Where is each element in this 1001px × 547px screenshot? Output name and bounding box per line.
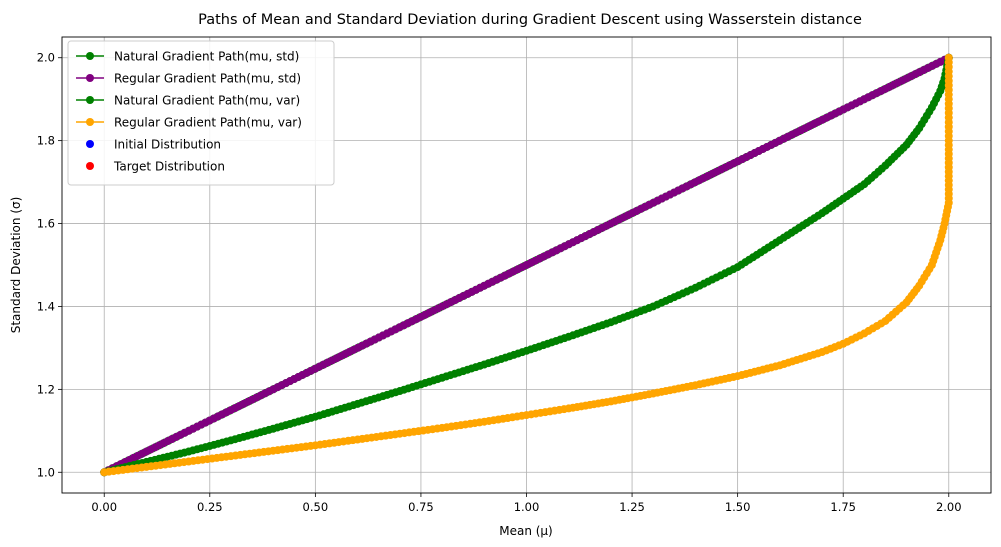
- legend-marker: [86, 96, 94, 104]
- y-tick-label: 1.2: [37, 382, 55, 396]
- legend-item: Natural Gradient Path(mu, var): [76, 94, 300, 108]
- legend-label: Regular Gradient Path(mu, var): [114, 116, 302, 130]
- legend-label: Natural Gradient Path(mu, std): [114, 50, 299, 64]
- x-tick-label: 1.75: [830, 500, 856, 514]
- legend-marker: [86, 74, 94, 82]
- legend-label: Regular Gradient Path(mu, std): [114, 72, 301, 86]
- legend: Natural Gradient Path(mu, std) Regular Gr…: [67, 40, 335, 186]
- x-tick-label: 0.00: [91, 500, 117, 514]
- x-axis-label: Mean (μ): [499, 524, 553, 538]
- x-tick-label: 0.75: [408, 500, 434, 514]
- x-axis: 0.00 0.25 0.50 0.75 1.00 1.25 1.50 1.75 2.00: [91, 493, 962, 514]
- legend-marker: [86, 162, 94, 170]
- y-axis-label: Standard Deviation (σ): [9, 197, 23, 334]
- y-tick-label: 2.0: [37, 51, 55, 65]
- x-tick-label: 2.00: [936, 500, 962, 514]
- legend-marker: [86, 118, 94, 126]
- y-tick-label: 1.4: [37, 299, 55, 313]
- series-group: [100, 53, 953, 477]
- y-tick-label: 1.6: [37, 217, 55, 231]
- y-axis: 1.0 1.2 1.4 1.6 1.8 2.0: [37, 51, 62, 479]
- legend-item: Initial Distribution: [86, 138, 221, 152]
- x-tick-label: 0.25: [197, 500, 223, 514]
- legend-label: Natural Gradient Path(mu, var): [114, 94, 300, 108]
- y-tick-label: 1.8: [37, 134, 55, 148]
- legend-box: [67, 40, 335, 186]
- legend-item: Natural Gradient Path(mu, std): [76, 50, 299, 64]
- y-tick-label: 1.0: [37, 465, 55, 479]
- series-4: [100, 53, 953, 477]
- legend-item: Regular Gradient Path(mu, std): [76, 72, 301, 86]
- legend-label: Target Distribution: [113, 160, 225, 174]
- chart-title: Paths of Mean and Standard Deviation dur…: [198, 12, 862, 28]
- data-point: [944, 53, 953, 62]
- legend-marker: [86, 140, 94, 148]
- x-tick-label: 1.00: [514, 500, 540, 514]
- legend-item: Regular Gradient Path(mu, var): [76, 116, 302, 130]
- x-tick-label: 1.25: [619, 500, 645, 514]
- legend-marker: [86, 52, 94, 60]
- x-tick-label: 0.50: [303, 500, 329, 514]
- legend-label: Initial Distribution: [114, 138, 221, 152]
- legend-item: Target Distribution: [86, 160, 225, 174]
- x-tick-label: 1.50: [725, 500, 751, 514]
